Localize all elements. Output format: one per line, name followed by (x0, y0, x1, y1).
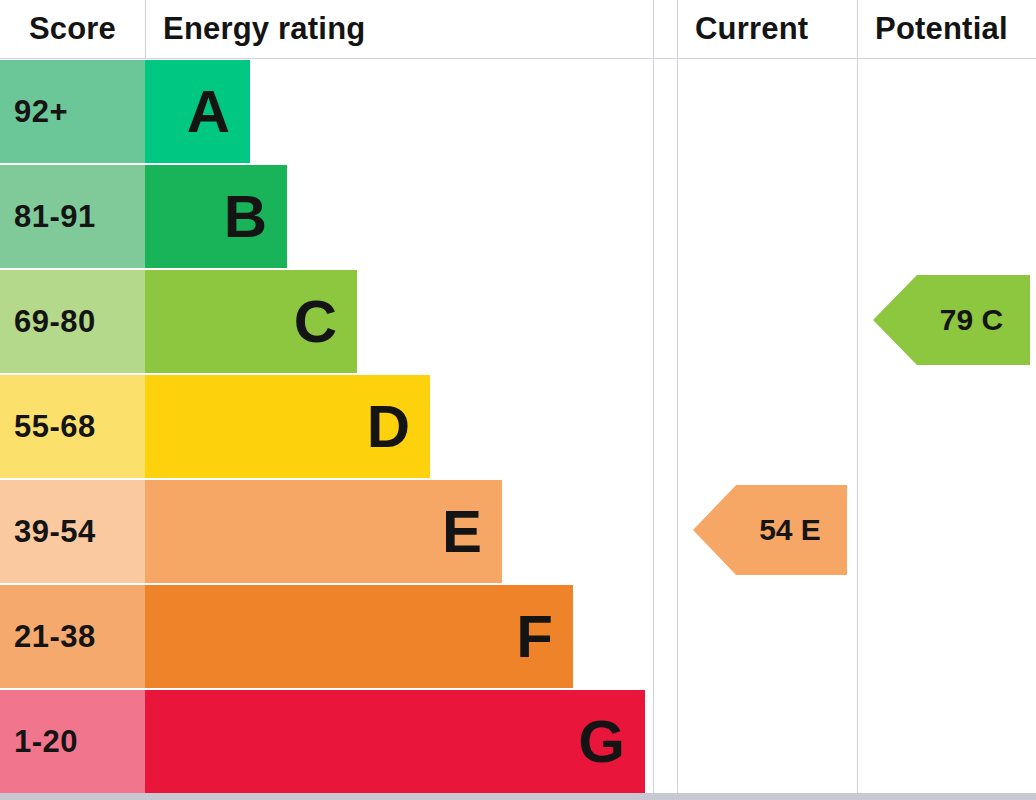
band-row-b: 81-91 B (0, 163, 653, 268)
band-letter: A (187, 82, 230, 142)
band-score-range: 39-54 (14, 514, 96, 550)
band-score-range: 21-38 (14, 619, 96, 655)
score-column-header: Score (0, 0, 145, 58)
band-letter: F (516, 607, 553, 667)
energy-rating-chart: Score Energy rating Current Potential 92… (0, 0, 1036, 800)
band-bar: A (145, 60, 250, 163)
band-row-e: 39-54 E (0, 478, 653, 583)
band-score-cell: 81-91 (0, 165, 145, 268)
bands-column-divider (653, 0, 654, 793)
band-score-range: 1-20 (14, 724, 78, 760)
energy-rating-column-header: Energy rating (145, 0, 671, 58)
band-letter: D (367, 397, 410, 457)
band-bar: E (145, 480, 502, 583)
band-score-cell: 21-38 (0, 585, 145, 688)
band-bar: F (145, 585, 573, 688)
band-row-d: 55-68 D (0, 373, 653, 478)
band-bar: D (145, 375, 430, 478)
band-score-range: 69-80 (14, 304, 96, 340)
band-letter: C (294, 292, 337, 352)
band-rows: 92+ A 81-91 B 69-80 C 55-68 D 39-54 E 21… (0, 58, 653, 793)
current-rating-label: 54 E (759, 513, 821, 547)
potential-column-header: Potential (857, 0, 1036, 58)
band-score-cell: 55-68 (0, 375, 145, 478)
band-score-cell: 69-80 (0, 270, 145, 373)
band-letter: E (442, 502, 482, 562)
current-column-header: Current (677, 0, 875, 58)
score-column-divider (145, 0, 146, 58)
band-row-c: 69-80 C (0, 268, 653, 373)
potential-rating-arrow: 79 C (873, 275, 1030, 365)
band-letter: G (578, 712, 625, 772)
band-row-g: 1-20 G (0, 688, 653, 793)
band-bar: B (145, 165, 287, 268)
current-rating-arrow: 54 E (693, 485, 847, 575)
band-score-cell: 92+ (0, 60, 145, 163)
bottom-border-strip (0, 793, 1036, 800)
band-score-range: 81-91 (14, 199, 96, 235)
band-score-cell: 39-54 (0, 480, 145, 583)
potential-rating-label: 79 C (940, 303, 1003, 337)
potential-column-divider (857, 0, 858, 793)
band-bar: C (145, 270, 357, 373)
current-column-divider (677, 0, 678, 793)
band-bar: G (145, 690, 645, 793)
chart-header: Score Energy rating Current Potential (0, 0, 1036, 58)
band-score-cell: 1-20 (0, 690, 145, 793)
band-letter: B (224, 187, 267, 247)
band-row-a: 92+ A (0, 58, 653, 163)
band-row-f: 21-38 F (0, 583, 653, 688)
band-score-range: 92+ (14, 94, 68, 130)
band-score-range: 55-68 (14, 409, 96, 445)
